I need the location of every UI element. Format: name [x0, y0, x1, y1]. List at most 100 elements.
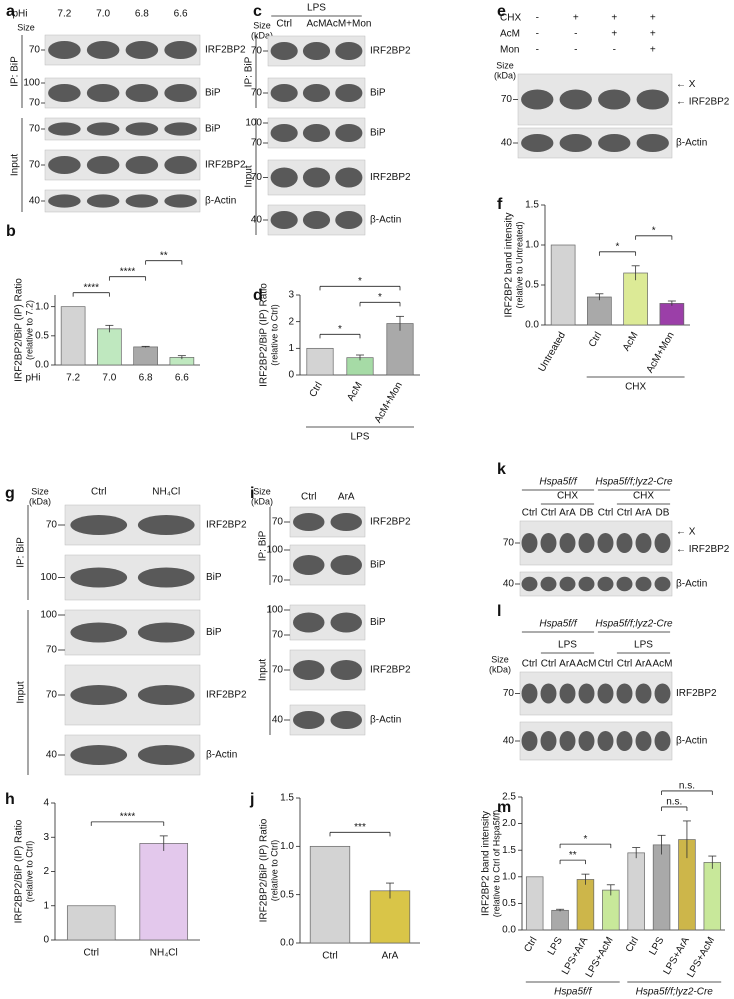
band-label: ← X: [676, 527, 696, 538]
group-label: Hspa5f/f: [554, 987, 592, 998]
blot-band: [164, 41, 197, 59]
blot-band: [559, 576, 576, 592]
size-label: (kDa): [494, 70, 516, 80]
column-label: Ctrl: [522, 508, 538, 519]
column-label: ArA: [559, 659, 576, 670]
y-tick-label: 1.0: [280, 841, 294, 852]
band-label: BiP: [205, 88, 221, 99]
blot-band: [164, 194, 197, 208]
blot-band: [597, 683, 614, 704]
x-tick-label: Untreated: [537, 330, 568, 374]
significance: *: [652, 225, 656, 236]
panel-letter: j: [249, 791, 254, 808]
column-label: Ctrl: [598, 659, 614, 670]
bar: [602, 889, 620, 931]
y-axis-label: IRF2BP2 band intensity: [504, 212, 515, 317]
column-label: ArA: [338, 492, 355, 503]
blot-band: [70, 622, 128, 643]
y-tick-label: 0.5: [35, 330, 49, 341]
y-tick-label: 0.0: [35, 360, 49, 371]
column-label: AcM: [577, 659, 597, 670]
treatment-sign: -: [574, 29, 577, 40]
panel-letter: f: [497, 196, 503, 213]
panel-letter: e: [497, 3, 506, 20]
column-label: 7.0: [96, 9, 110, 20]
y-axis-label: (relative to Ctrl of Hspa5f/f): [491, 810, 501, 918]
treatment-sign: -: [574, 45, 577, 56]
blot-band: [270, 124, 298, 142]
panel-letter: h: [5, 791, 15, 808]
y-tick-label: 0: [288, 370, 294, 381]
side-group-label: IP: BiP: [244, 56, 255, 87]
side-group-label: Input: [10, 154, 21, 176]
band-label: BiP: [370, 128, 386, 139]
blot-band: [654, 731, 671, 751]
blot-band: [654, 533, 671, 553]
column-label: Ctrl: [617, 659, 633, 670]
treatment-name: AcM: [500, 29, 520, 40]
band-label: BiP: [206, 572, 222, 583]
size-marker: 70: [29, 160, 41, 171]
blot-band: [635, 731, 652, 751]
x-tick-label: 7.2: [66, 373, 80, 384]
band-label: BiP: [370, 617, 386, 628]
blot-band: [598, 89, 631, 110]
blot-band: [559, 731, 576, 751]
y-axis-label: IRF2BP2 band intensity: [481, 811, 492, 916]
blot-band: [302, 42, 331, 60]
blot-band: [597, 731, 614, 751]
y-axis-label: (relative to Ctrl): [269, 840, 279, 902]
bar: [525, 876, 544, 931]
blot-band: [330, 612, 362, 633]
bar: [66, 905, 116, 941]
y-tick-label: 1.5: [280, 793, 294, 804]
band-label: IRF2BP2: [206, 690, 247, 701]
blot-band: [616, 683, 633, 704]
y-axis-label: (relative to Ctrl): [24, 841, 34, 903]
significance: **: [569, 850, 577, 861]
size-marker: 40: [272, 715, 284, 726]
blot-band: [636, 89, 669, 110]
size-marker: 70: [46, 690, 58, 701]
column-label: 6.6: [174, 9, 188, 20]
bar: [550, 244, 576, 326]
blot-band: [48, 194, 81, 208]
significance: ****: [120, 812, 136, 823]
blot-band: [164, 84, 197, 102]
blot-band: [48, 84, 81, 102]
size-marker: 70: [46, 520, 58, 531]
column-label: DB: [580, 508, 594, 519]
blot-band: [578, 731, 595, 751]
size-marker: 100: [40, 572, 57, 583]
blot-band: [578, 683, 595, 704]
band-label: IRF2BP2: [370, 46, 411, 57]
size-marker: 100: [40, 610, 57, 621]
band-label: β-Actin: [205, 196, 236, 207]
x-tick-label: 6.6: [175, 373, 189, 384]
y-tick-label: 0.0: [525, 320, 539, 331]
y-tick-label: 4: [43, 798, 49, 809]
significance: ****: [120, 266, 136, 277]
significance: n.s.: [666, 797, 682, 808]
treatment-sign: +: [650, 29, 656, 40]
treatment-sign: +: [650, 45, 656, 56]
treatment-sign: -: [536, 13, 539, 24]
band-label: BiP: [370, 88, 386, 99]
band-label: IRF2BP2: [370, 665, 411, 676]
blot-band: [302, 167, 331, 188]
panel-letter: m: [497, 799, 511, 816]
bar: [703, 862, 722, 931]
treatment-group: LPS: [558, 640, 577, 651]
significance: *: [583, 834, 587, 845]
treatment-sign: -: [613, 45, 616, 56]
blot-band: [540, 576, 557, 592]
blot-band: [70, 567, 128, 588]
panel-letter: c: [253, 3, 262, 20]
blot-band: [293, 660, 325, 680]
y-tick-label: 2.5: [502, 792, 516, 803]
blot-band: [86, 156, 120, 174]
size-label: (kDa): [251, 30, 273, 40]
size-label: Size: [31, 486, 49, 496]
size-marker: 70: [251, 46, 263, 57]
blot-band: [137, 685, 195, 705]
